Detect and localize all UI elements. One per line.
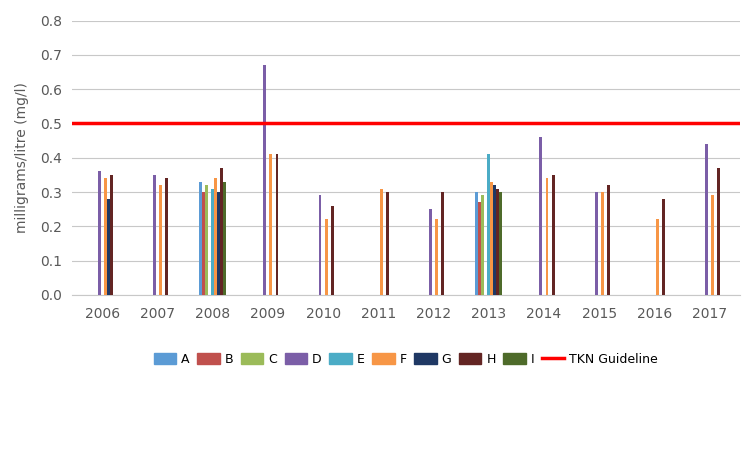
Bar <box>319 196 322 295</box>
Bar <box>270 154 273 295</box>
Bar <box>475 192 478 295</box>
Bar <box>595 192 598 295</box>
Bar <box>205 185 208 295</box>
Bar <box>552 175 554 295</box>
Bar <box>214 178 217 295</box>
Bar <box>487 154 490 295</box>
Bar <box>711 196 714 295</box>
Bar <box>493 185 496 295</box>
Bar <box>220 168 223 295</box>
Bar <box>103 178 106 295</box>
Legend: A, B, C, D, E, F, G, H, I, TKN Guideline: A, B, C, D, E, F, G, H, I, TKN Guideline <box>149 348 663 371</box>
Bar <box>97 172 100 295</box>
Bar <box>601 192 604 295</box>
Bar <box>202 192 205 295</box>
Bar <box>223 182 226 295</box>
Bar <box>490 182 493 295</box>
Bar <box>211 188 214 295</box>
Bar <box>165 178 168 295</box>
Bar <box>276 154 279 295</box>
Bar <box>662 199 665 295</box>
Bar <box>607 185 610 295</box>
Bar <box>153 175 156 295</box>
Bar <box>199 182 202 295</box>
Bar <box>435 219 438 295</box>
Bar <box>263 65 267 295</box>
Bar <box>481 196 484 295</box>
Bar <box>705 144 708 295</box>
Bar <box>441 192 444 295</box>
Bar <box>325 219 328 295</box>
Bar <box>656 219 659 295</box>
Bar <box>331 206 334 295</box>
Bar <box>380 188 383 295</box>
Bar <box>717 168 720 295</box>
Bar <box>478 202 481 295</box>
Bar <box>546 178 548 295</box>
Bar <box>540 137 542 295</box>
Bar <box>497 188 499 295</box>
Bar <box>107 199 109 295</box>
Bar <box>500 192 502 295</box>
Bar <box>217 192 220 295</box>
Bar <box>429 209 432 295</box>
Bar <box>110 175 112 295</box>
Y-axis label: milligrams/litre (mg/l): milligrams/litre (mg/l) <box>15 82 29 233</box>
Bar <box>159 185 162 295</box>
Bar <box>386 192 389 295</box>
